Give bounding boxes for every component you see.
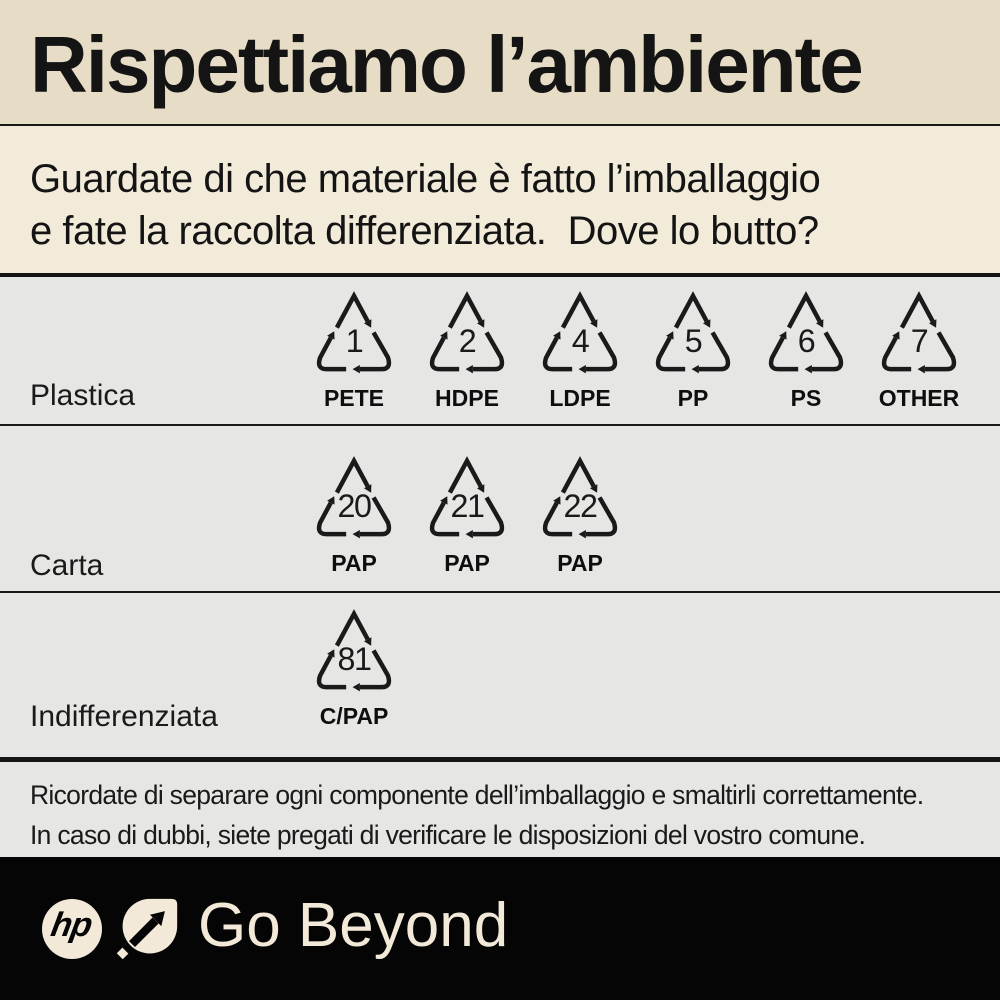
recycling-symbol-ps: 6 PS bbox=[757, 289, 855, 412]
recycling-symbol-pap-20: 20 PAP bbox=[305, 454, 403, 577]
recycling-triangle-icon: 6 bbox=[768, 291, 844, 374]
indifferenziata-symbols: 81 C/PAP bbox=[305, 607, 403, 757]
recycling-triangle-icon: 21 bbox=[429, 456, 505, 539]
resin-code-number: 6 bbox=[798, 323, 815, 359]
row-label-carta: Carta bbox=[30, 549, 104, 582]
resin-code-number: 22 bbox=[564, 488, 597, 524]
resin-code-number: 20 bbox=[338, 488, 371, 524]
resin-code-number: 7 bbox=[911, 323, 928, 359]
resin-code-number: 2 bbox=[459, 323, 476, 359]
page-title: Rispettiamo l’ambiente bbox=[30, 20, 864, 109]
resin-code-number: 1 bbox=[346, 323, 363, 359]
note-line-2: In caso di dubbi, siete pregati di verif… bbox=[30, 820, 866, 850]
tagline-text: Go Beyond bbox=[198, 890, 509, 960]
intro-line-2: e fate la raccolta differenziata. Dove l… bbox=[30, 209, 819, 253]
recycling-symbol-pete: 1 PETE bbox=[305, 289, 403, 412]
note-line-1: Ricordate di separare ogni componente de… bbox=[30, 780, 924, 810]
resin-code-number: 4 bbox=[572, 323, 589, 359]
brand-bar: hp Go Beyond bbox=[0, 857, 1000, 1000]
row-carta: Carta 20 PAP 21 PAP bbox=[0, 426, 1000, 593]
row-label-indifferenziata: Indifferenziata bbox=[30, 700, 218, 733]
recycling-triangle-icon: 4 bbox=[542, 291, 618, 374]
intro-line-1: Guardate di che materiale è fatto l’imba… bbox=[30, 157, 821, 201]
recycling-symbol-cpap: 81 C/PAP bbox=[305, 607, 403, 730]
plastica-symbols: 1 PETE 2 HDPE 4 bbox=[305, 289, 968, 424]
row-label-plastica: Plastica bbox=[30, 379, 136, 412]
resin-code-number: 21 bbox=[451, 488, 484, 524]
resin-code-number: 81 bbox=[338, 641, 371, 677]
footer-note: Ricordate di separare ogni componente de… bbox=[0, 762, 1000, 857]
recycling-triangle-icon: 2 bbox=[429, 291, 505, 374]
carta-symbols: 20 PAP 21 PAP 22 bbox=[305, 454, 629, 591]
material-code: OTHER bbox=[878, 385, 960, 411]
material-code: PAP bbox=[444, 550, 490, 576]
material-code: PS bbox=[790, 385, 822, 411]
recycling-triangle-icon: 81 bbox=[316, 609, 392, 692]
material-code: LDPE bbox=[549, 385, 611, 411]
header: Rispettiamo l’ambiente bbox=[0, 0, 1000, 126]
recycling-triangle-icon: 22 bbox=[542, 456, 618, 539]
intro-section: Guardate di che materiale è fatto l’imba… bbox=[0, 126, 1000, 277]
hp-logo-letters: hp bbox=[48, 906, 95, 944]
material-code: PP bbox=[677, 385, 709, 411]
material-code: PAP bbox=[557, 550, 603, 576]
material-code: PETE bbox=[323, 385, 385, 411]
recycling-triangle-icon: 5 bbox=[655, 291, 731, 374]
recycling-symbol-ldpe: 4 LDPE bbox=[531, 289, 629, 412]
recycling-symbol-pp: 5 PP bbox=[644, 289, 742, 412]
hp-logo-icon: hp bbox=[42, 898, 102, 959]
row-plastica: Plastica 1 PETE 2 HDPE bbox=[0, 277, 1000, 426]
material-code: HDPE bbox=[435, 385, 499, 411]
progress-arrow-icon bbox=[116, 898, 178, 959]
row-indifferenziata: Indifferenziata 81 C/PAP bbox=[0, 593, 1000, 762]
recycling-symbol-hdpe: 2 HDPE bbox=[418, 289, 516, 412]
material-code: PAP bbox=[331, 550, 377, 576]
recycling-symbol-pap-22: 22 PAP bbox=[531, 454, 629, 577]
recycling-triangle-icon: 20 bbox=[316, 456, 392, 539]
recycling-triangle-icon: 7 bbox=[881, 291, 957, 374]
material-code: C/PAP bbox=[319, 703, 389, 729]
recycling-symbol-other: 7 OTHER bbox=[870, 289, 968, 412]
resin-code-number: 5 bbox=[685, 323, 702, 359]
recycling-symbol-pap-21: 21 PAP bbox=[418, 454, 516, 577]
recycling-triangle-icon: 1 bbox=[316, 291, 392, 374]
